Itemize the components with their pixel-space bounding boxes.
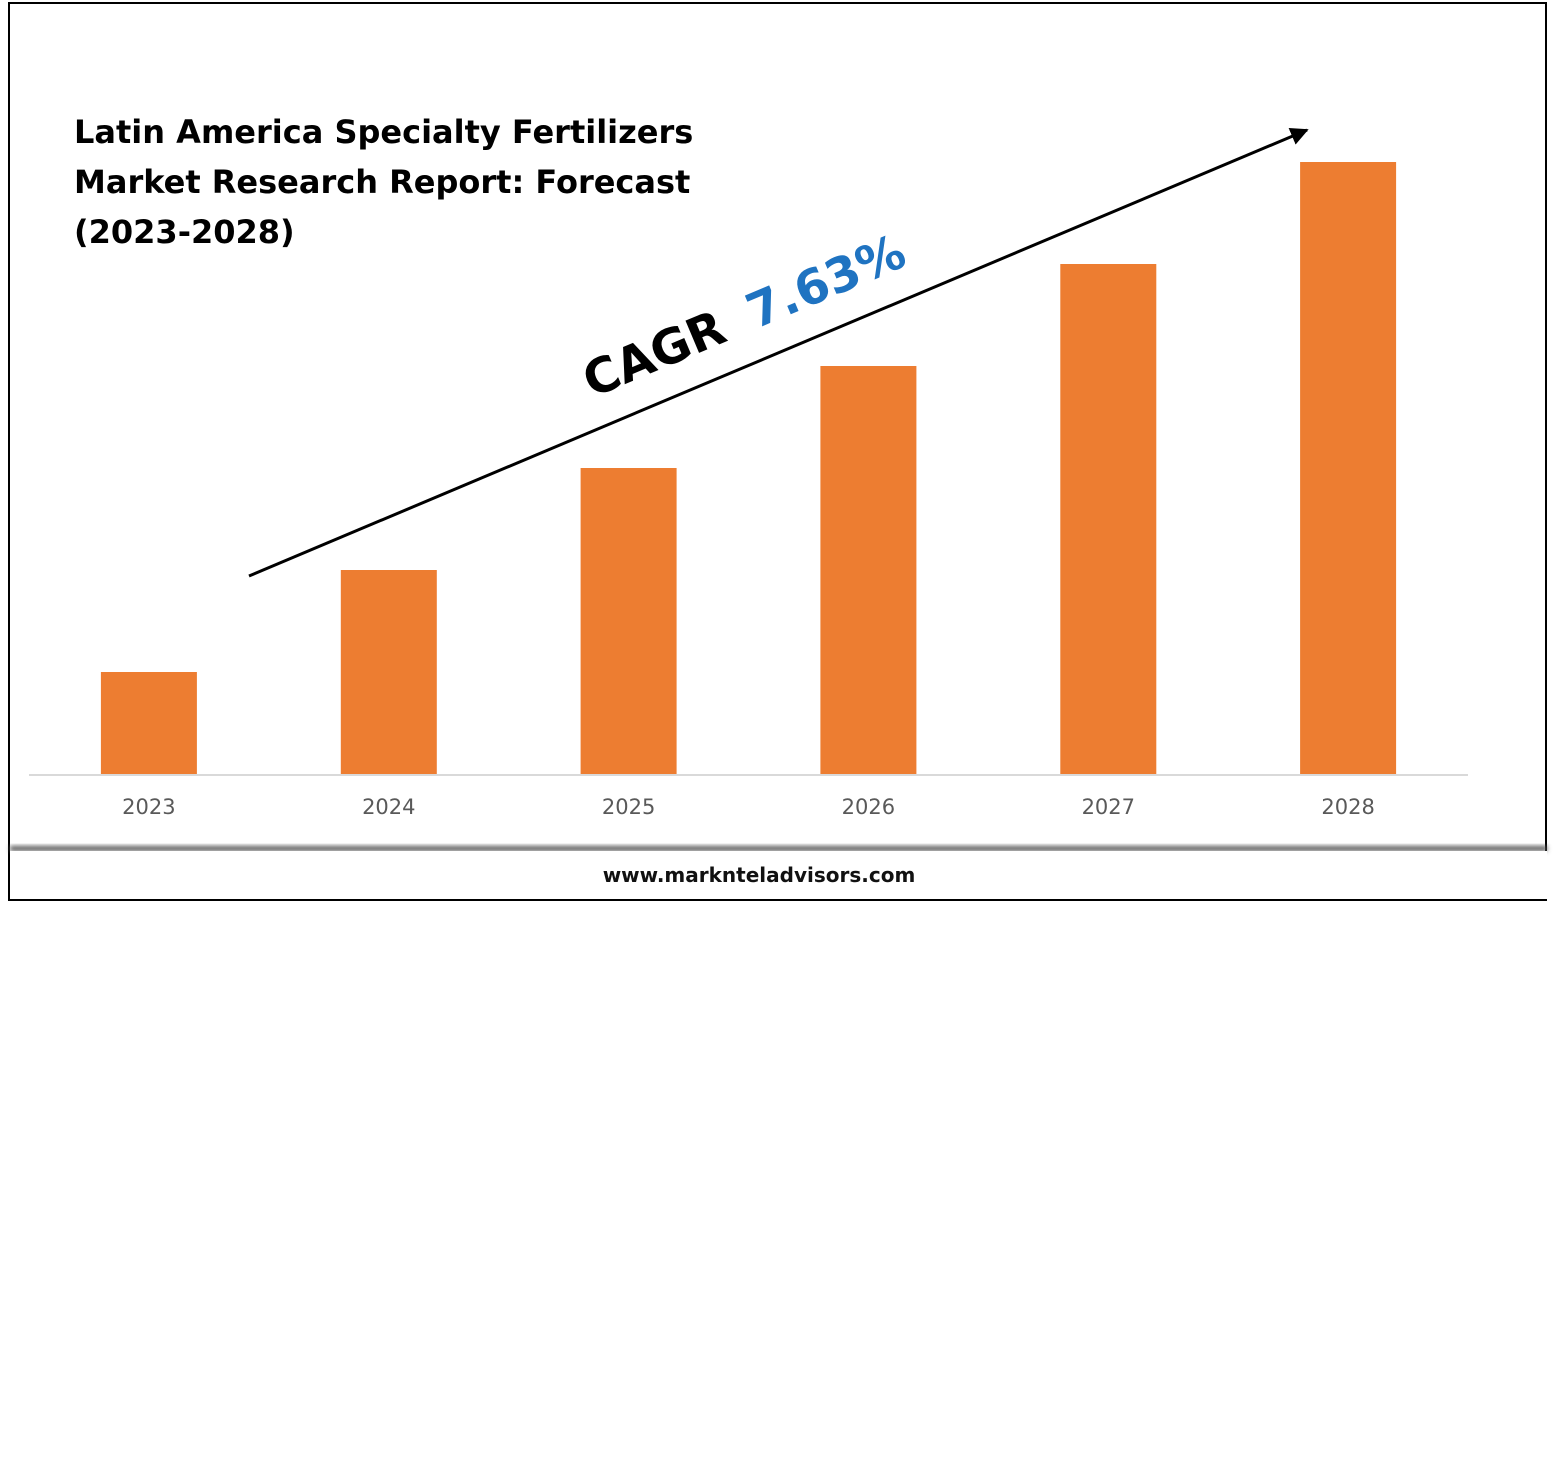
x-tick-label-2028: 2028 (1321, 795, 1374, 819)
bar-2023 (100, 672, 197, 774)
x-tick-label-2024: 2024 (362, 795, 415, 819)
x-tick-label-2027: 2027 (1082, 795, 1135, 819)
bar-2025 (580, 468, 677, 774)
footer-website[interactable]: www.marknteladvisors.com (603, 863, 916, 887)
x-tick-label-2026: 2026 (842, 795, 895, 819)
footer-shadow (10, 846, 1547, 851)
chart-title-line-1: Latin America Specialty Fertilizers (74, 113, 693, 151)
bar-2026 (820, 366, 917, 774)
bar-2028 (1300, 162, 1397, 774)
footer-band (10, 851, 1547, 899)
bars-group (100, 162, 1397, 774)
trend-arrow (248, 127, 1309, 578)
bar-2024 (340, 570, 437, 774)
chart-frame (8, 2, 1547, 901)
chart-title-line-3: (2023-2028) (74, 213, 295, 251)
bar-2027 (1060, 264, 1157, 774)
x-tick-label-2023: 2023 (122, 795, 175, 819)
x-tick-labels: 2023 2024 2025 2026 2027 2028 (122, 795, 1375, 819)
chart-title-line-2: Market Research Report: Forecast (74, 163, 690, 201)
cagr-value: 7.63% (738, 224, 913, 340)
cagr-label: CAGR (575, 300, 734, 409)
x-tick-label-2025: 2025 (602, 795, 655, 819)
chart-title: Latin America Specialty Fertilizers Mark… (74, 113, 693, 251)
